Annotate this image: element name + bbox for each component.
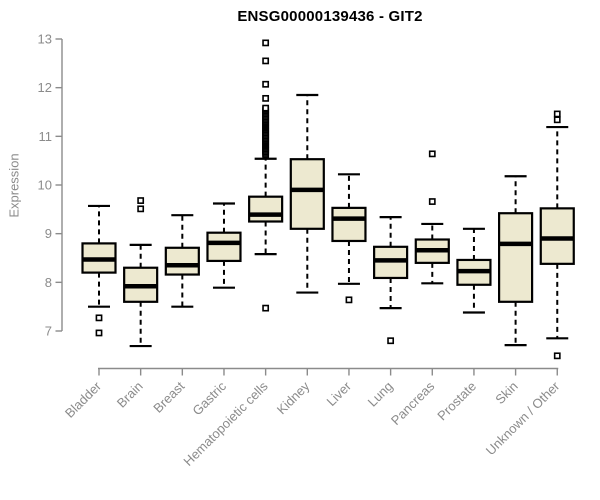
x-tick-label: Gastric <box>189 378 229 418</box>
x-tick-label: Liver <box>324 378 355 409</box>
outlier-point <box>553 116 561 124</box>
outlier-point <box>95 329 103 337</box>
x-tick-label: Kidney <box>274 378 313 417</box>
outlier-point <box>262 80 270 88</box>
outlier-point <box>262 104 270 112</box>
chart-title: ENSG00000139436 - GIT2 <box>237 8 423 25</box>
outlier-point <box>345 296 353 304</box>
outlier-point <box>137 197 145 204</box>
outlier-point <box>137 205 145 213</box>
outlier-point <box>262 39 270 47</box>
y-tick-label: 7 <box>45 324 52 339</box>
outlier-point <box>428 198 436 205</box>
y-tick-label: 9 <box>45 226 52 241</box>
box-rect <box>498 212 534 303</box>
box-rect <box>248 195 284 223</box>
x-tick-label: Skin <box>492 379 520 407</box>
box-rect <box>206 231 242 263</box>
y-tick-label: 12 <box>38 80 52 95</box>
box-rect <box>331 206 367 243</box>
outlier-point <box>262 57 270 65</box>
x-tick-label: Lung <box>365 379 396 410</box>
y-tick-label: 10 <box>38 178 52 193</box>
x-tick-label: Breast <box>150 378 187 415</box>
x-tick-label: Prostate <box>434 379 479 424</box>
box-rect <box>289 158 325 230</box>
outlier-point <box>262 304 270 312</box>
box-rect <box>539 207 575 265</box>
outlier-point <box>428 150 436 158</box>
y-tick-label: 13 <box>38 32 52 47</box>
x-tick-label: Pancreas <box>388 378 438 428</box>
outlier-point <box>387 337 395 345</box>
x-tick-label: Bladder <box>62 378 105 421</box>
y-tick-label: 11 <box>39 129 53 144</box>
y-tick-label: 8 <box>45 275 52 290</box>
outlier-point <box>262 94 270 102</box>
x-tick-label: Unknown / Other <box>483 378 563 458</box>
outlier-point <box>553 352 561 360</box>
outlier-point <box>95 314 103 322</box>
x-tick-label: Brain <box>114 379 146 411</box>
outlier-point <box>553 110 561 118</box>
box-rect <box>164 246 200 276</box>
